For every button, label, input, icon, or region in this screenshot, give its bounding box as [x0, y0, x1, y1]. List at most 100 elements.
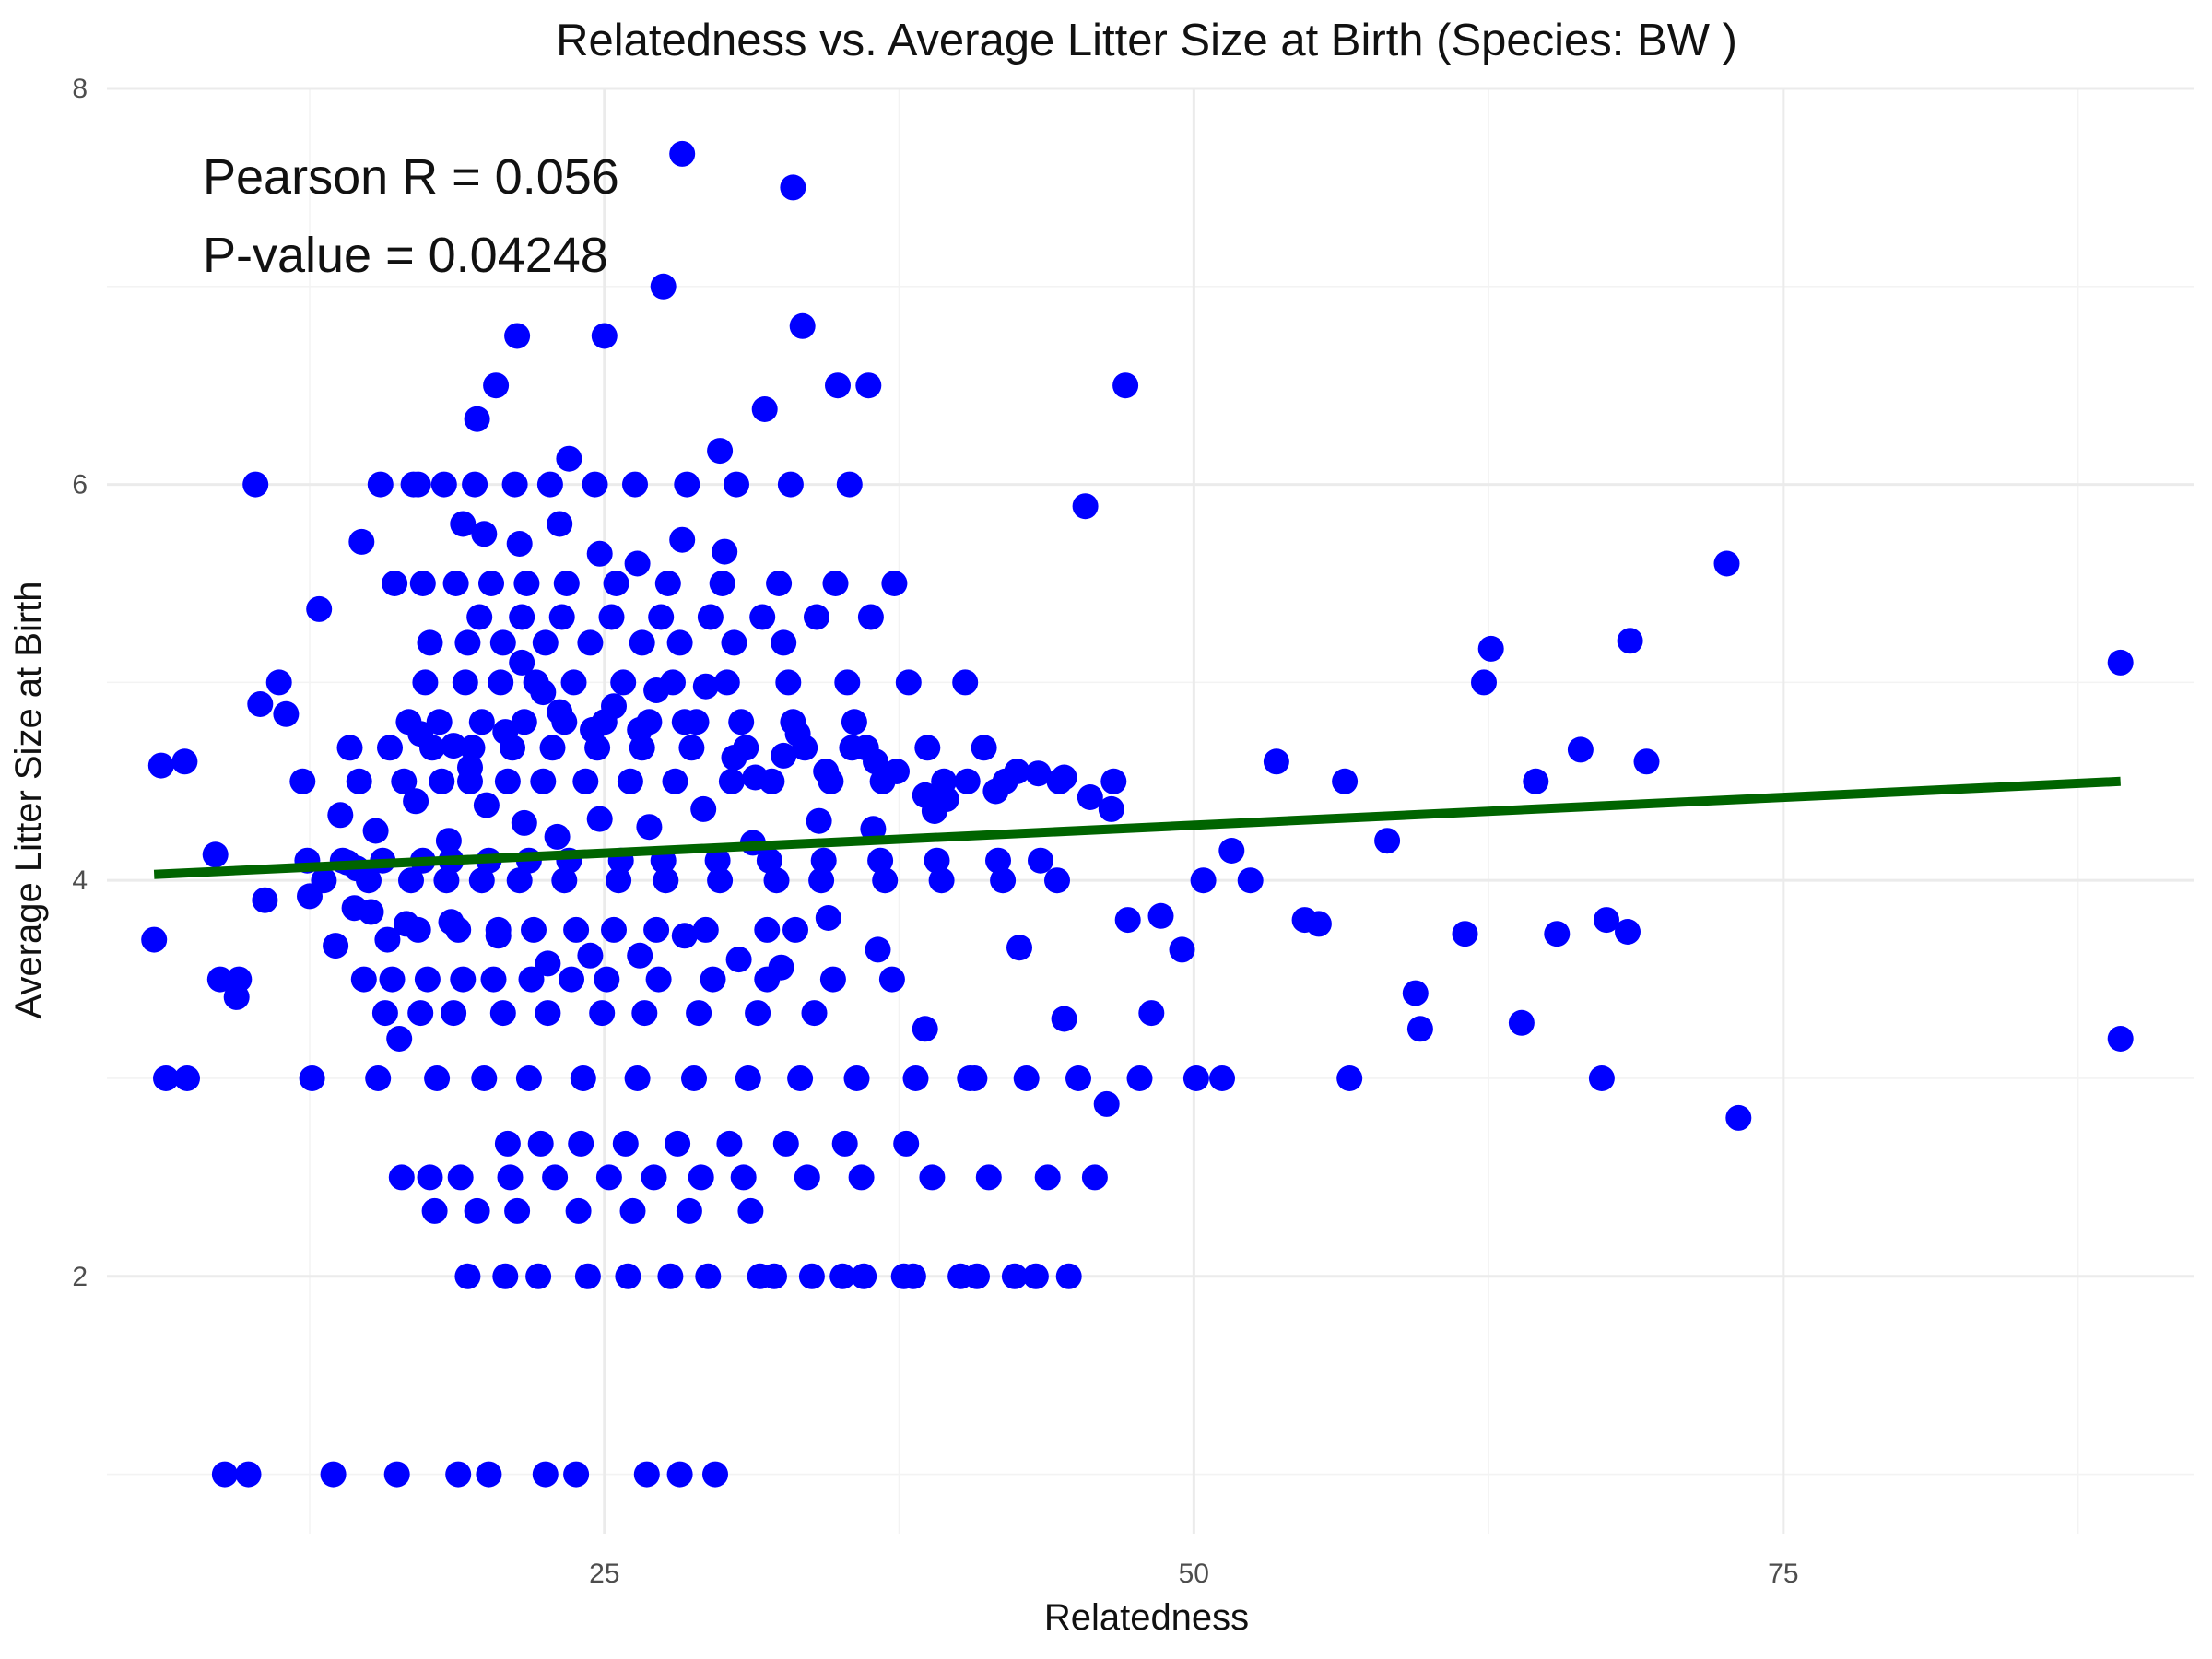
data-point — [365, 1065, 392, 1091]
data-point — [559, 966, 584, 993]
data-point — [1169, 936, 1195, 963]
data-point — [202, 841, 229, 868]
data-point — [834, 669, 861, 696]
y-tick-label: 6 — [72, 470, 88, 500]
y-tick-label: 8 — [72, 74, 88, 104]
data-point — [721, 629, 747, 656]
data-point — [624, 1065, 651, 1091]
data-point — [594, 966, 620, 993]
data-point — [851, 1263, 877, 1289]
data-point — [598, 604, 625, 630]
data-point — [556, 445, 582, 472]
data-point — [1077, 784, 1103, 810]
data-point — [382, 571, 408, 596]
data-point — [435, 828, 462, 854]
data-point — [660, 669, 686, 696]
data-point — [650, 273, 677, 300]
data-point — [718, 768, 745, 794]
data-point — [206, 966, 233, 993]
data-point — [532, 629, 559, 656]
data-point — [447, 1164, 474, 1191]
data-point — [535, 1000, 561, 1027]
data-point — [521, 916, 547, 943]
data-point — [865, 936, 891, 963]
data-point — [629, 629, 655, 656]
data-point — [1263, 748, 1289, 775]
data-point — [174, 1065, 200, 1091]
data-point — [643, 916, 670, 943]
data-point — [572, 768, 599, 794]
pearson-r-annotation: Pearson R = 0.056 — [203, 149, 619, 205]
data-point — [819, 966, 846, 993]
data-point — [289, 768, 316, 794]
data-point — [990, 867, 1017, 894]
data-point — [468, 709, 495, 735]
data-point — [489, 1000, 516, 1027]
data-point — [1209, 1065, 1235, 1091]
data-point — [497, 1164, 524, 1191]
data-point — [457, 768, 483, 794]
data-point — [459, 735, 486, 761]
data-point — [900, 1263, 926, 1289]
data-point — [671, 923, 698, 949]
data-point — [452, 669, 478, 696]
data-point — [855, 372, 882, 399]
data-point — [688, 1164, 714, 1191]
data-point — [441, 733, 467, 759]
y-tick-label: 4 — [72, 865, 88, 896]
data-point — [627, 942, 653, 969]
data-point — [692, 916, 719, 943]
data-point — [560, 669, 587, 696]
trend-line — [153, 776, 2121, 879]
y-axis-label: Average Litter Size at Birth — [8, 581, 49, 1018]
data-point — [804, 604, 830, 630]
data-point — [1237, 867, 1264, 894]
data-point — [792, 735, 818, 761]
data-point — [153, 1065, 179, 1091]
data-point — [466, 604, 493, 630]
data-point — [515, 1065, 542, 1091]
data-point — [445, 1461, 472, 1488]
data-point — [441, 1000, 467, 1027]
data-point — [1147, 902, 1174, 929]
data-point — [798, 1263, 825, 1289]
data-point — [1544, 921, 1571, 947]
data-point — [1332, 768, 1359, 794]
data-point — [553, 571, 580, 596]
data-point — [1072, 493, 1099, 520]
data-point — [751, 396, 778, 422]
data-point — [565, 1197, 592, 1224]
data-point — [247, 691, 274, 717]
data-point — [320, 1461, 347, 1488]
data-point — [1112, 372, 1139, 399]
data-point — [975, 1164, 1002, 1191]
data-point — [462, 471, 488, 498]
data-point — [648, 604, 675, 630]
data-point — [759, 768, 785, 794]
data-point — [681, 1065, 707, 1091]
data-point — [535, 950, 561, 977]
data-point — [964, 1263, 990, 1289]
data-point — [985, 847, 1011, 874]
data-point — [641, 1164, 667, 1191]
data-point — [417, 629, 443, 656]
data-point — [815, 905, 841, 931]
data-point — [1406, 1016, 1433, 1042]
x-tick-label: 75 — [1768, 1559, 1798, 1589]
data-point — [442, 571, 469, 596]
data-point — [563, 916, 590, 943]
data-point — [1452, 921, 1478, 947]
data-point — [872, 867, 899, 894]
data-point — [454, 1263, 481, 1289]
data-point — [772, 1130, 799, 1157]
data-point — [766, 571, 793, 596]
data-point — [636, 814, 663, 841]
data-point — [574, 1263, 601, 1289]
data-point — [631, 1000, 658, 1027]
data-point — [780, 174, 806, 201]
data-point — [480, 966, 507, 993]
data-point — [782, 916, 808, 943]
data-point — [1044, 867, 1070, 894]
data-point — [869, 768, 896, 794]
data-point — [417, 1164, 443, 1191]
